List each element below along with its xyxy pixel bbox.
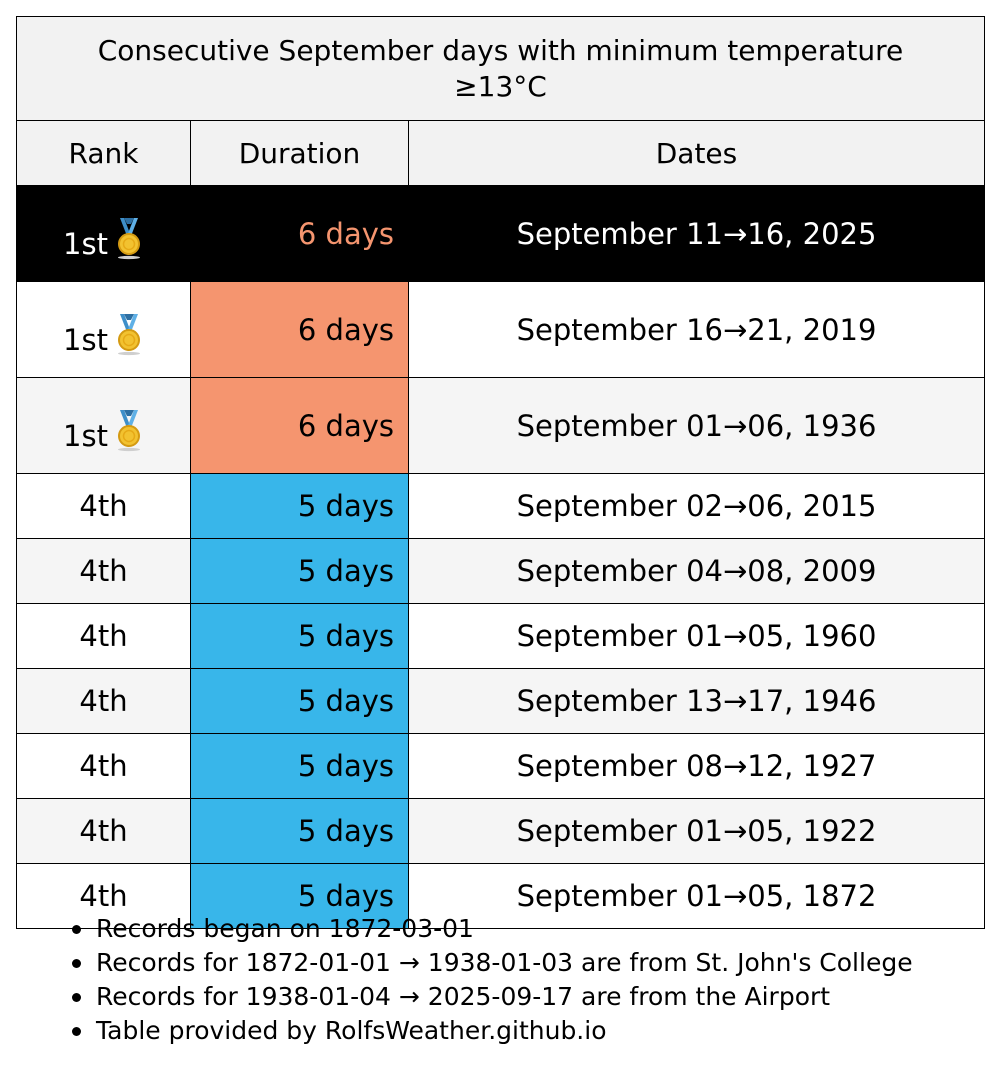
rank-cell: 4th [16, 603, 191, 669]
gold-medal-icon [114, 216, 144, 267]
duration-cell: 5 days [190, 538, 409, 604]
duration-cell: 5 days [190, 863, 409, 929]
duration-cell: 5 days [190, 798, 409, 864]
rank-cell: 4th [16, 538, 191, 604]
dates-cell: September 08→12, 1927 [408, 733, 985, 799]
rank-label: 1st [63, 323, 108, 357]
rank-label: 4th [79, 814, 128, 848]
table-row: 4th 5 days September 01→05, 1922 [16, 798, 985, 864]
column-header-dates: Dates [408, 120, 985, 186]
table-row: 4th 5 days September 02→06, 2015 [16, 473, 985, 539]
rank-cell: 4th [16, 668, 191, 734]
table-title: Consecutive September days with minimum … [16, 16, 985, 121]
gold-medal-icon [114, 408, 144, 459]
note-item: Table provided by RolfsWeather.github.io [70, 1014, 913, 1048]
duration-cell: 5 days [190, 733, 409, 799]
table-body: 1st 6 days September 11→16, 2025 1st 6 days S… [16, 185, 985, 929]
table-row: 1st 6 days September 01→06, 1936 [16, 377, 985, 474]
rank-label: 4th [79, 554, 128, 588]
dates-cell: September 16→21, 2019 [408, 281, 985, 378]
rank-cell: 4th [16, 733, 191, 799]
duration-cell: 6 days [190, 185, 409, 282]
column-header-rank: Rank [16, 120, 191, 186]
rank-cell: 4th [16, 798, 191, 864]
column-header-duration: Duration [190, 120, 409, 186]
duration-cell: 6 days [190, 281, 409, 378]
rank-cell: 1st [16, 185, 191, 282]
duration-cell: 6 days [190, 377, 409, 474]
rank-cell: 4th [16, 863, 191, 929]
note-item: Records began on 1872-03-01 [70, 912, 913, 946]
rank-label: 4th [79, 684, 128, 718]
rank-label: 4th [79, 489, 128, 523]
duration-cell: 5 days [190, 668, 409, 734]
dates-cell: September 01→05, 1872 [408, 863, 985, 929]
table-row: 4th 5 days September 04→08, 2009 [16, 538, 985, 604]
table-row: 4th 5 days September 13→17, 1946 [16, 668, 985, 734]
rank-label: 4th [79, 619, 128, 653]
rank-cell: 1st [16, 377, 191, 474]
dates-cell: September 01→06, 1936 [408, 377, 985, 474]
dates-cell: September 13→17, 1946 [408, 668, 985, 734]
rank-label: 1st [63, 227, 108, 261]
dates-cell: September 04→08, 2009 [408, 538, 985, 604]
gold-medal-icon [114, 312, 144, 363]
rank-cell: 1st [16, 281, 191, 378]
duration-cell: 5 days [190, 603, 409, 669]
dates-cell: September 02→06, 2015 [408, 473, 985, 539]
table-row: 4th 5 days September 08→12, 1927 [16, 733, 985, 799]
rank-label: 1st [63, 419, 108, 453]
rank-cell: 4th [16, 473, 191, 539]
notes-list: Records began on 1872-03-01 Records for 1… [70, 912, 913, 1048]
table-row: 4th 5 days September 01→05, 1872 [16, 863, 985, 929]
dates-cell: September 01→05, 1960 [408, 603, 985, 669]
note-item: Records for 1938-01-04 → 2025-09-17 are … [70, 980, 913, 1014]
table-row: 1st 6 days September 16→21, 2019 [16, 281, 985, 378]
duration-cell: 5 days [190, 473, 409, 539]
table-row: 1st 6 days September 11→16, 2025 [16, 185, 985, 282]
ranking-table: Consecutive September days with minimum … [16, 16, 985, 929]
note-item: Records for 1872-01-01 → 1938-01-03 are … [70, 946, 913, 980]
table-row: 4th 5 days September 01→05, 1960 [16, 603, 985, 669]
rank-label: 4th [79, 879, 128, 913]
dates-cell: September 01→05, 1922 [408, 798, 985, 864]
rank-label: 4th [79, 749, 128, 783]
dates-cell: September 11→16, 2025 [408, 185, 985, 282]
